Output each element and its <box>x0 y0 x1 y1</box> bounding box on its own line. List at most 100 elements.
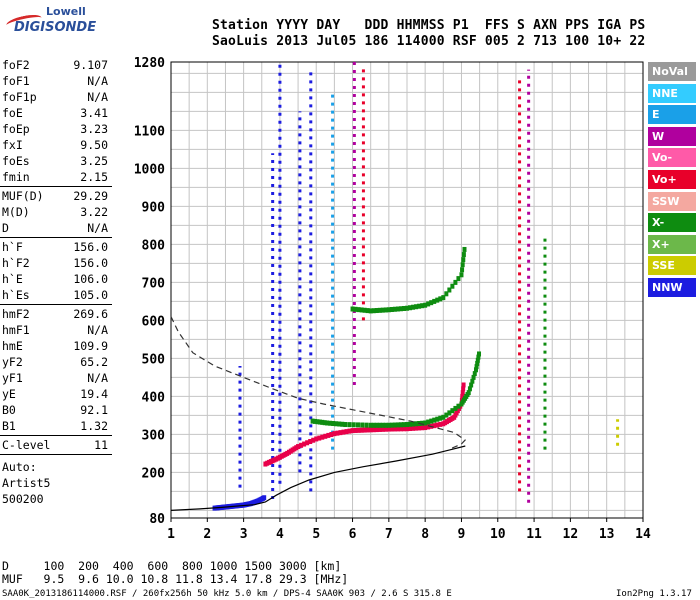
param-key: D <box>2 221 9 235</box>
autoscaling-line: 500200 <box>2 492 44 506</box>
trace-point <box>474 364 479 370</box>
trace-point <box>429 300 434 306</box>
trace-point <box>450 408 455 414</box>
trace-point <box>362 307 367 313</box>
param-row: yF2 65.2 <box>0 353 112 369</box>
param-key: foEs <box>2 154 30 168</box>
trace-point <box>350 306 355 312</box>
trace-point <box>392 426 397 432</box>
param-row: hmF1 N/A <box>0 321 112 337</box>
legend-item: NoVal <box>648 62 696 81</box>
trace-point <box>368 308 373 314</box>
x-tick-label: 7 <box>385 527 393 542</box>
x-tick-label: 6 <box>349 527 357 542</box>
trace-point <box>326 432 331 438</box>
parameter-panel: foF2 9.107 foF1 N/A foF1p N/A foE 3.41 foEp 3.23 f… <box>0 56 112 507</box>
trace-point <box>408 305 413 311</box>
trace-point <box>310 418 315 424</box>
trace-point <box>405 426 409 432</box>
trace-point <box>389 307 394 313</box>
param-value: 106.0 <box>73 272 108 286</box>
x-tick-label: 9 <box>458 527 466 542</box>
y-tick-label: 800 <box>142 238 166 253</box>
trace-point <box>398 306 403 312</box>
trace-point <box>438 421 443 427</box>
trace-point <box>456 403 461 409</box>
trace-point <box>340 421 345 427</box>
trace-point <box>377 426 382 432</box>
param-row: h`F 156.0 <box>0 238 112 254</box>
param-value: 3.41 <box>80 106 108 120</box>
trace-point <box>355 422 360 428</box>
legend-item: Vo+ <box>648 169 696 189</box>
trace-point <box>371 308 376 314</box>
trace-point <box>350 428 355 434</box>
trace-point <box>351 422 356 428</box>
param-key: foEp <box>2 122 30 136</box>
trace-point <box>308 438 313 444</box>
trace-point <box>432 298 437 304</box>
trace-point <box>377 422 382 428</box>
y-tick-label: 700 <box>142 276 166 291</box>
trace-point <box>405 305 409 311</box>
param-row: D N/A <box>0 219 112 235</box>
trace-point <box>368 422 373 428</box>
trace-point <box>302 441 307 447</box>
trace-point <box>344 429 349 435</box>
param-row: foE 3.41 <box>0 104 112 120</box>
trace-point <box>461 382 466 388</box>
legend-item: E <box>648 105 696 125</box>
trace-point <box>423 425 428 431</box>
param-value: 156.0 <box>73 240 108 254</box>
y-tick-label: 500 <box>142 352 166 367</box>
param-key: foE <box>2 106 23 120</box>
param-row: C-level 11 <box>0 436 112 452</box>
x-tick-label: 5 <box>312 527 320 542</box>
trace-point <box>461 386 466 392</box>
y-tick-label: 1000 <box>134 162 165 177</box>
x-tick-label: 1 <box>167 527 175 542</box>
param-key: yF1 <box>2 371 23 385</box>
trace-point <box>365 308 370 314</box>
trace-point <box>441 295 446 301</box>
trace-point <box>313 418 318 424</box>
param-value: N/A <box>87 221 108 235</box>
param-value: 65.2 <box>80 355 108 369</box>
trace-point <box>383 422 388 428</box>
trace-point <box>408 426 413 432</box>
trace-point <box>435 416 440 422</box>
param-key: h`F2 <box>2 256 30 270</box>
param-separator <box>0 237 112 238</box>
trace-point <box>435 297 440 303</box>
x-tick-label: 12 <box>563 527 579 542</box>
footer-muf-line: MUF 9.5 9.6 10.0 10.8 11.8 13.4 17.8 29.… <box>2 572 349 586</box>
trace-point <box>353 427 358 433</box>
trace-point <box>456 276 461 282</box>
trace-point <box>411 304 416 310</box>
param-value: 92.1 <box>80 403 108 417</box>
trace-point <box>477 351 482 357</box>
trace-point <box>453 279 458 285</box>
param-key: foF2 <box>2 58 30 72</box>
digisonde-logo: Lowell DIGISONDE <box>4 4 104 40</box>
trace-point <box>337 421 342 427</box>
trace-point <box>461 257 466 263</box>
trace-point <box>395 426 400 432</box>
param-value: 2.15 <box>80 170 108 184</box>
param-key: C-level <box>2 438 51 452</box>
param-key: M(D) <box>2 205 30 219</box>
param-value: 29.29 <box>73 189 108 203</box>
logo-line-1: Lowell <box>46 5 86 18</box>
legend-item: X+ <box>648 234 696 254</box>
param-value: 9.107 <box>73 58 108 72</box>
param-value: 9.50 <box>80 138 108 152</box>
legend: NoVal NNE E W Vo- Vo+ SSW X- X+ SSE NNW <box>648 62 696 300</box>
y-tick-label: 1280 <box>134 56 165 71</box>
trace-point <box>401 422 406 428</box>
param-value: N/A <box>87 74 108 88</box>
legend-item: X- <box>648 213 696 233</box>
trace-point <box>447 410 452 416</box>
param-row: foEp 3.23 <box>0 120 112 136</box>
param-row: h`F2 156.0 <box>0 254 112 270</box>
trace-point <box>472 371 477 377</box>
